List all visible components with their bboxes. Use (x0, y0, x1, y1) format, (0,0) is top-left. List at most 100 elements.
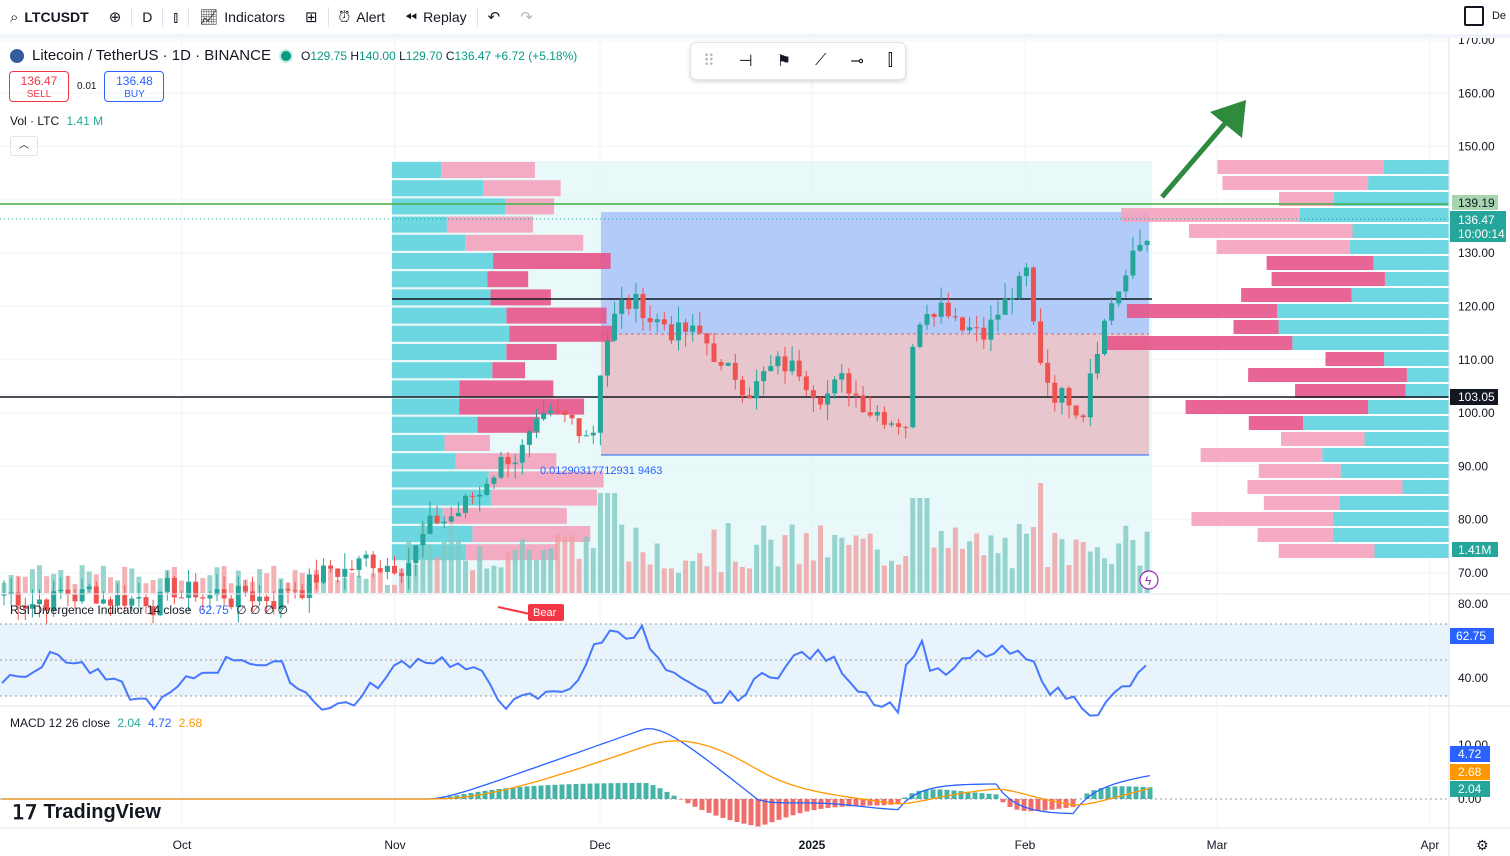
candle-body (1137, 244, 1143, 251)
candle-body (363, 554, 369, 559)
candle-body (228, 598, 234, 608)
candle-body (995, 314, 1001, 320)
volume-bar (122, 566, 128, 593)
candle-body (179, 597, 184, 599)
profile-bar-down (1188, 224, 1353, 238)
volume-bar (896, 564, 902, 593)
candle-body (704, 333, 710, 344)
macd-hist-bar (580, 783, 586, 799)
volume-bar (597, 493, 603, 593)
layouts-button[interactable]: ⊞ (295, 0, 328, 34)
profile-bar-up (1364, 432, 1449, 446)
profile-bar-down (493, 253, 611, 269)
candle-body (200, 597, 206, 599)
redo-button[interactable]: ↷ (510, 0, 543, 34)
indicators-button[interactable]: 📈︎ Indicators (189, 0, 295, 34)
lightning-icon[interactable] (1139, 570, 1159, 590)
volume-bar (108, 577, 113, 593)
tradingview-logo[interactable]: 𝟣𝟩 TradingView (12, 800, 161, 825)
profile-bar-up (1368, 400, 1449, 414)
volume-bar (612, 493, 618, 593)
macd-hist-value: 2.04 (117, 716, 141, 730)
volume-bar (526, 549, 532, 593)
macd-hist-bar (783, 799, 789, 818)
candle-body (881, 412, 887, 425)
volume-bar (924, 498, 930, 593)
volume-bar (803, 533, 809, 593)
candle-body (732, 362, 738, 380)
settings-gear-icon[interactable]: ⚙ (1476, 837, 1489, 853)
time-axis[interactable]: Oct Nov Dec 2025 Feb Mar Apr (173, 838, 1440, 852)
profile-bar-up (1333, 192, 1449, 206)
buy-button[interactable]: 136.48 BUY (104, 71, 165, 102)
range-label: 0.01290317712931 9463 (540, 465, 662, 477)
candle-tool-icon[interactable]: ⫿ (887, 52, 893, 69)
profile-bar-up (1332, 512, 1449, 526)
volume-bar (739, 567, 745, 593)
candle-body (242, 585, 248, 592)
volume-bar (775, 566, 781, 593)
indicators-label: Indicators (224, 9, 285, 25)
profile-bar-up (1405, 384, 1449, 398)
price-badge-last: 136.47 10:00:14 (1450, 211, 1506, 242)
macd-hist-bar (762, 799, 768, 825)
volume-bar (1123, 525, 1129, 593)
profile-bar-down (444, 435, 490, 451)
fullscreen-icon[interactable] (1463, 6, 1484, 26)
rsi-tick-40: 40.00 (1458, 671, 1488, 685)
volume-bar (810, 560, 816, 593)
svg-text:4.72: 4.72 (1458, 747, 1482, 761)
candle-body (257, 596, 263, 602)
sell-button[interactable]: 136.47 SELL (9, 71, 69, 102)
symbol-search[interactable]: ⌕ LTCUSDT (0, 0, 99, 34)
macd-hist-bar (1042, 799, 1048, 811)
candle-body (399, 573, 405, 576)
svg-text:139.19: 139.19 (1458, 196, 1495, 210)
volume-bar (846, 544, 852, 593)
candle-body (967, 327, 973, 331)
macd-hist-bar (776, 799, 782, 820)
profile-bar-down (1266, 256, 1374, 270)
time-tick: Apr (1421, 838, 1440, 852)
volume-bar (150, 579, 156, 593)
undo-button[interactable]: ↶ (478, 0, 511, 34)
price-badge-green: 139.19 (1452, 195, 1498, 210)
bear-label-box (528, 604, 564, 621)
macd-hist-bar (678, 799, 684, 800)
price-axis[interactable]: 170.00160.00150.00140.00130.00120.00110.… (1458, 38, 1495, 580)
flag-icon[interactable]: ⚑ (776, 53, 792, 70)
alert-button[interactable]: ⏰︎ Alert (329, 0, 396, 34)
ruler-icon[interactable]: ⟋ (815, 52, 827, 69)
divider (188, 7, 190, 27)
replay-button[interactable]: ⏪︎ Replay (395, 0, 477, 34)
horizontal-line-icon[interactable]: ⊸ (850, 53, 864, 70)
macd-hist-bar (559, 784, 565, 799)
volume-bar (519, 539, 525, 593)
profile-bar-down (446, 216, 533, 233)
macd-hist-bar (790, 799, 796, 816)
tradingview-logo-icon: 𝟣𝟩 (12, 802, 38, 824)
candle-body (164, 577, 170, 592)
macd-hist-bar (874, 799, 880, 806)
divider (327, 7, 329, 27)
long-position-icon[interactable]: ⊣ (738, 53, 753, 70)
volume-bar (583, 536, 589, 593)
interval-button[interactable]: D (132, 0, 162, 34)
macd-hist-bar (1105, 786, 1111, 799)
compare-button[interactable]: ⊕ (99, 0, 132, 34)
profile-bar-up (392, 216, 447, 233)
profile-bar-up (1276, 304, 1449, 318)
chart-type-button[interactable]: ⫾ (163, 0, 188, 34)
volume-bar (1102, 558, 1107, 593)
candle-body (810, 390, 816, 398)
macd-hist-bar (1056, 799, 1062, 809)
buy-label: BUY (124, 89, 145, 100)
drag-handle-icon[interactable]: ⠿ (703, 53, 715, 70)
collapse-legend-button[interactable]: ︿ (10, 136, 38, 156)
chart-canvas[interactable]: 0.01290317712931 9463 ϟ Bear 170.00 160.0… (0, 38, 1510, 856)
macd-hist-bar (587, 783, 593, 799)
volume-bar (29, 569, 35, 593)
divider (476, 7, 478, 27)
candle-body (214, 589, 220, 596)
candle-body (924, 314, 930, 325)
